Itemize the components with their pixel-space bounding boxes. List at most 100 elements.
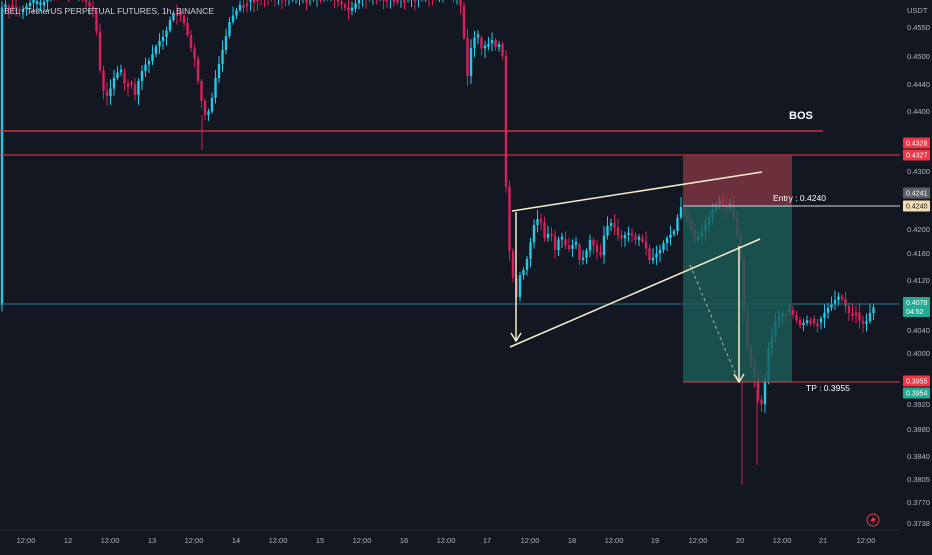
candle-body	[225, 36, 227, 50]
candle-body	[827, 308, 829, 313]
candle-body	[466, 38, 468, 76]
time-tick-label: 13	[148, 536, 156, 545]
candle-body	[484, 46, 486, 49]
candle-body	[228, 22, 230, 36]
bos-label[interactable]: BOS	[789, 110, 813, 122]
candle-body	[568, 246, 570, 250]
candle-body	[599, 252, 601, 255]
candle-body	[109, 89, 111, 97]
price-badge-countdown: 04:52	[906, 309, 924, 316]
candle-body	[340, 2, 342, 5]
candle-body	[554, 236, 556, 250]
price-tick-label: 0.3880	[907, 425, 930, 434]
candle-body	[242, 5, 244, 8]
candle-body	[120, 70, 122, 73]
candle-body	[1, 7, 3, 305]
candle-body	[186, 23, 188, 35]
symbol-title[interactable]: BEL / TetherUS PERPETUAL FUTURES, 1h, BI…	[4, 6, 214, 16]
price-tick-label: 0.4120	[907, 276, 930, 285]
candle-body	[536, 219, 538, 225]
price-tick-label: 0.3805	[907, 475, 930, 484]
price-tick-label: 0.4200	[907, 225, 930, 234]
candle-body	[858, 312, 860, 320]
candle-body	[795, 315, 797, 320]
price-tick-label: 0.4000	[907, 349, 930, 358]
price-tick-label: 0.4440	[907, 80, 930, 89]
candle-body	[561, 237, 563, 240]
candle-body	[505, 56, 507, 187]
price-badge-text: 0.3954	[906, 391, 928, 398]
candle-body	[680, 207, 682, 218]
candle-body	[816, 324, 818, 327]
candle-body	[648, 248, 650, 260]
candle-body	[603, 236, 605, 256]
candle-body	[820, 318, 822, 322]
price-tick-label: 0.4400	[907, 107, 930, 116]
price-badge-text: 0.4241	[906, 191, 928, 198]
tp-label[interactable]: TP : 0.3955	[806, 383, 850, 393]
candle-body	[529, 243, 531, 259]
candle-body	[473, 38, 475, 49]
price-axis[interactable]: USDT 0.45500.45000.44400.44000.43000.420…	[900, 0, 932, 530]
candle-body	[760, 400, 762, 404]
candle-body	[414, 0, 416, 2]
candle-body	[589, 240, 591, 251]
candle-body	[634, 235, 636, 240]
candle-body	[557, 240, 559, 251]
candle-body	[477, 35, 479, 38]
candle-body	[792, 310, 794, 315]
candle-body	[491, 40, 493, 44]
reward-zone[interactable]	[683, 206, 792, 382]
candle-body	[351, 8, 353, 11]
candle-body	[470, 48, 472, 76]
candle-body	[645, 242, 647, 249]
candle-body	[508, 187, 510, 252]
candle-body	[123, 73, 125, 84]
time-tick-label: 12:00	[521, 536, 540, 545]
candle-body	[550, 234, 552, 236]
candle-body	[673, 231, 675, 235]
candle-body	[141, 71, 143, 81]
candle-body	[46, 0, 48, 2]
candle-body	[85, 0, 87, 2]
time-tick-label: 19	[651, 536, 659, 545]
candle-body	[848, 306, 850, 313]
candle-body	[197, 59, 199, 82]
time-tick-label: 12:00	[689, 536, 708, 545]
candle-body	[596, 246, 598, 252]
candle-body	[459, 0, 461, 6]
candle-body	[235, 10, 237, 15]
candle-body	[393, 0, 395, 2]
candle-body	[540, 219, 542, 222]
candle-body	[585, 251, 587, 258]
time-tick-label: 20	[736, 536, 744, 545]
candle-body	[802, 323, 804, 325]
candle-body	[382, 0, 384, 1]
candle-body	[396, 0, 398, 2]
candle-body	[582, 258, 584, 260]
price-tick-label: 0.3840	[907, 452, 930, 461]
candle-body	[813, 319, 815, 324]
candle-body	[659, 250, 661, 254]
candle-body	[165, 31, 167, 38]
entry-label[interactable]: Entry : 0.4240	[773, 193, 826, 203]
candle-body	[284, 0, 286, 1]
candle-body	[638, 237, 640, 240]
candle-body	[494, 40, 496, 47]
candle-body	[652, 258, 654, 261]
candle-body	[676, 218, 678, 232]
time-tick-label: 21	[819, 536, 827, 545]
candle-body	[669, 235, 671, 239]
candle-body	[239, 5, 241, 10]
candle-body	[666, 238, 668, 243]
price-badge-text: 0.4240	[906, 204, 928, 211]
currency-label: USDT	[907, 6, 928, 15]
candle-body	[127, 84, 129, 87]
candle-body	[498, 44, 500, 47]
candle-body	[606, 226, 608, 236]
candle-body	[158, 41, 160, 47]
candle-body	[218, 64, 220, 78]
